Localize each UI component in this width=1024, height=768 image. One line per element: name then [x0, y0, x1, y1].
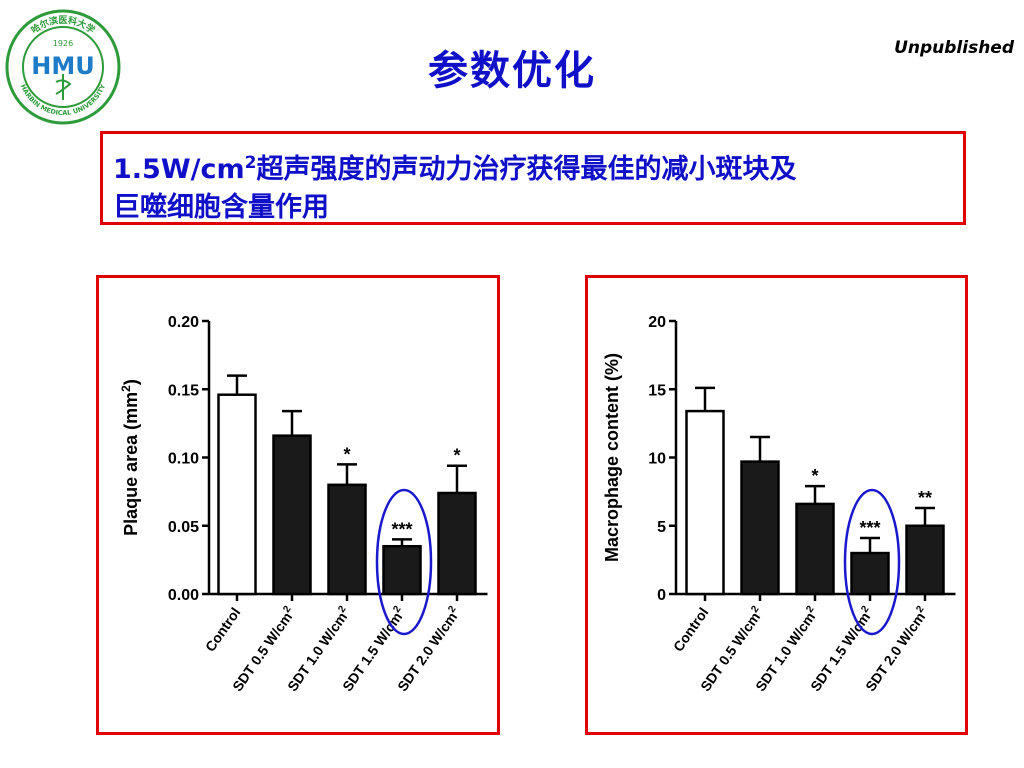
category-label-main: SDT 1.5 W/cm: [339, 609, 405, 694]
unpublished-badge: Unpublished: [894, 38, 1014, 58]
y-axis-label-main: Plaque area (mm: [121, 392, 141, 536]
category-label-sup: 2: [804, 604, 816, 615]
category-label-main: Control: [202, 605, 244, 655]
bar: [327, 483, 367, 596]
category-label-main: SDT 1.5 W/cm: [807, 609, 873, 694]
y-axis-label-suffix: ): [121, 379, 141, 385]
conclusion-superscript: 2: [244, 153, 257, 173]
bar: [905, 524, 945, 596]
category-label-main: SDT 2.0 W/cm: [862, 609, 928, 694]
category-label: Control: [202, 605, 244, 655]
significance-label: ***: [391, 519, 412, 539]
significance-label: *: [811, 466, 818, 486]
y-axis-label: Macrophage content (%): [602, 353, 622, 562]
category-label-main: SDT 0.5 W/cm: [697, 609, 763, 694]
conclusion-line-2: 巨噬细胞含量作用: [113, 192, 329, 223]
y-axis-label-main: Macrophage content (%): [602, 353, 622, 562]
university-logo: 哈尔滨医科大学 HARBIN MEDICAL UNIVERSITY 1926 H…: [5, 9, 121, 125]
significance-label: **: [918, 488, 932, 508]
bar: [272, 434, 312, 596]
category-label-sup: 2: [446, 604, 458, 615]
significance-label: ***: [859, 518, 880, 538]
macrophage-content-chart-frame: 0 5 10 15 20 Macrophage content (%) Control SDT…: [585, 275, 968, 735]
highlight-circle: [375, 488, 433, 636]
category-label-main: SDT 1.0 W/cm: [752, 609, 818, 694]
y-tick-label: 5: [657, 519, 666, 536]
bar: [217, 393, 257, 596]
y-axis-label: Plaque area (mm2): [119, 379, 141, 536]
category-label-main: SDT 1.0 W/cm: [284, 609, 350, 694]
y-tick-label: 0.10: [168, 451, 199, 468]
category-label-sup: 2: [336, 604, 348, 615]
y-axis-label-sup: 2: [119, 385, 133, 392]
category-label: SDT 2.0 W/cm2: [393, 604, 463, 695]
bar: [850, 551, 890, 596]
conclusion-intensity: 1.5W/cm: [113, 154, 245, 185]
category-label: Control: [670, 605, 712, 655]
category-label-main: SDT 0.5 W/cm: [229, 609, 295, 694]
logo-year: 1926: [53, 39, 73, 48]
significance-label: *: [343, 444, 350, 464]
conclusion-line-1: 1.5W/cm2超声强度的声动力治疗获得最佳的减小斑块及: [113, 144, 951, 189]
bar: [382, 544, 422, 596]
bar: [740, 460, 780, 596]
y-tick-label: 15: [648, 382, 666, 399]
y-tick-label: 20: [648, 314, 666, 331]
y-tick-label: 0.20: [168, 314, 199, 331]
category-label-sup: 2: [914, 604, 926, 615]
category-label-sup: 2: [281, 604, 293, 615]
category-label-sup: 2: [391, 604, 403, 615]
conclusion-box: 1.5W/cm2超声强度的声动力治疗获得最佳的减小斑块及 巨噬细胞含量作用: [100, 131, 966, 225]
category-label-sup: 2: [859, 604, 871, 615]
category-label-sup: 2: [749, 604, 761, 615]
y-tick-label: 0.15: [168, 382, 199, 399]
plaque-area-chart-frame: 0.00 0.05 0.10 0.15 0.20 Plaque area (mm2) Con…: [96, 275, 500, 735]
logo-inner-ring: [22, 26, 104, 108]
logo-outer-ring: [5, 9, 121, 125]
bar: [795, 502, 835, 596]
caduceus-icon: [55, 74, 72, 100]
bar: [437, 491, 477, 596]
y-tick-label: 0.00: [168, 587, 199, 604]
category-label: SDT 2.0 W/cm2: [861, 604, 931, 695]
significance-label: *: [453, 446, 460, 466]
slide-title: 参数优化: [428, 48, 596, 94]
y-tick-label: 10: [648, 451, 666, 468]
category-label-main: SDT 2.0 W/cm: [394, 609, 460, 694]
y-tick-label: 0.05: [168, 519, 199, 536]
category-label-main: Control: [670, 605, 712, 655]
y-tick-label: 0: [657, 587, 666, 604]
bar: [685, 409, 725, 596]
highlight-circle: [843, 488, 901, 636]
conclusion-text-1: 超声强度的声动力治疗获得最佳的减小斑块及: [256, 154, 797, 185]
